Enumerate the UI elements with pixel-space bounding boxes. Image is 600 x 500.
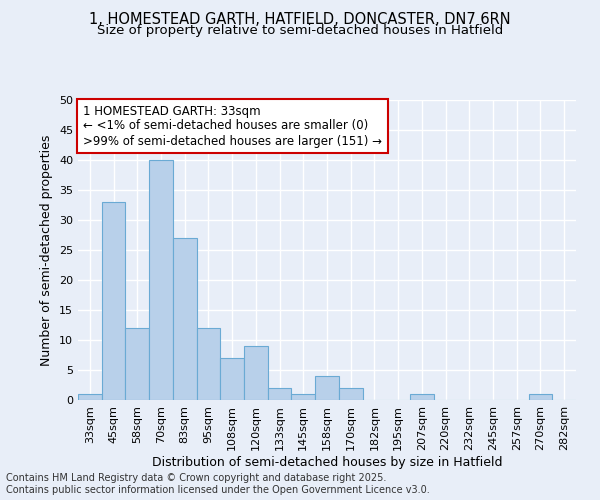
Text: 1, HOMESTEAD GARTH, HATFIELD, DONCASTER, DN7 6RN: 1, HOMESTEAD GARTH, HATFIELD, DONCASTER,… <box>89 12 511 28</box>
Bar <box>339 388 362 400</box>
Bar <box>315 376 339 400</box>
X-axis label: Distribution of semi-detached houses by size in Hatfield: Distribution of semi-detached houses by … <box>152 456 502 468</box>
Bar <box>149 160 173 400</box>
Text: Size of property relative to semi-detached houses in Hatfield: Size of property relative to semi-detach… <box>97 24 503 37</box>
Bar <box>197 328 220 400</box>
Bar <box>410 394 434 400</box>
Text: 1 HOMESTEAD GARTH: 33sqm
← <1% of semi-detached houses are smaller (0)
>99% of s: 1 HOMESTEAD GARTH: 33sqm ← <1% of semi-d… <box>83 104 382 148</box>
Text: Contains HM Land Registry data © Crown copyright and database right 2025.
Contai: Contains HM Land Registry data © Crown c… <box>6 474 430 495</box>
Bar <box>78 394 102 400</box>
Bar <box>102 202 125 400</box>
Bar <box>268 388 292 400</box>
Bar <box>173 238 197 400</box>
Bar <box>244 346 268 400</box>
Bar <box>125 328 149 400</box>
Bar <box>529 394 552 400</box>
Y-axis label: Number of semi-detached properties: Number of semi-detached properties <box>40 134 53 366</box>
Bar <box>292 394 315 400</box>
Bar <box>220 358 244 400</box>
